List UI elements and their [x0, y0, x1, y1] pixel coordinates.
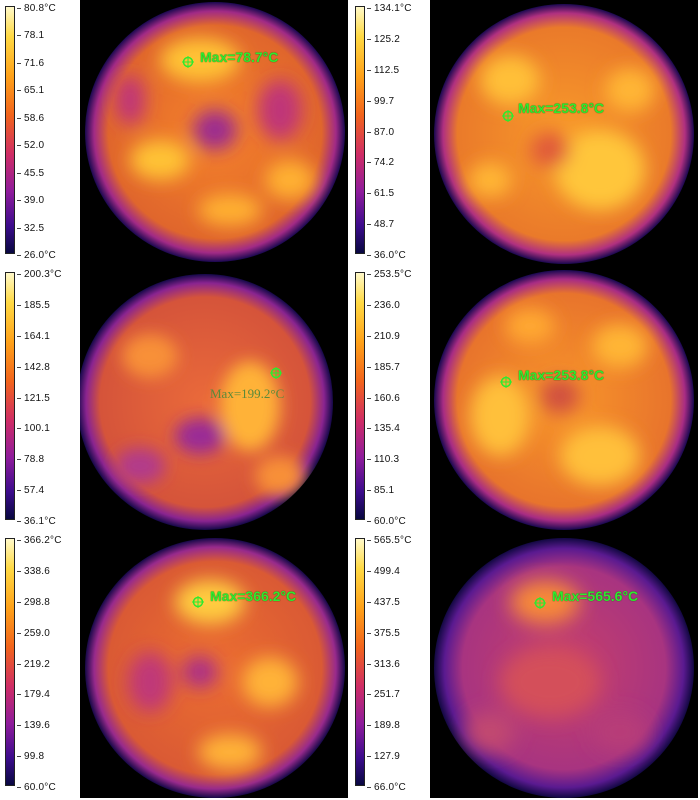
scale-tick-label: 85.1	[366, 485, 395, 497]
thermal-image: Max=78.7°C	[80, 0, 348, 266]
scale-tick-label: 313.6	[366, 658, 401, 670]
max-temperature-label: Max=565.6°C	[552, 588, 639, 604]
thermal-panel-2: 134.1°C 125.2 112.5 99.7 87.0 74.2 61.5 48.7 36.…	[350, 0, 700, 266]
color-scale: 134.1°C 125.2 112.5 99.7 87.0 74.2 61.5 48.7 36.…	[350, 0, 428, 266]
colorbar	[5, 538, 15, 786]
scale-tick-label: 437.5	[366, 596, 401, 608]
colorbar	[355, 6, 365, 254]
scale-tick-label: 251.7	[366, 689, 401, 701]
thermal-disk	[85, 2, 345, 262]
scale-tick-label: 127.9	[366, 751, 401, 763]
scale-tick-label: 338.6	[16, 565, 51, 577]
thermal-disk	[85, 538, 345, 798]
scale-tick-label: 80.8°C	[17, 3, 56, 14]
scale-tick-label: 78.1	[16, 30, 45, 42]
max-marker-icon	[502, 110, 514, 122]
scale-tick-label: 139.6	[16, 720, 51, 732]
scale-tick-label: 210.9	[366, 330, 401, 342]
colorbar	[355, 538, 365, 786]
scale-tick-label: 65.1	[16, 85, 45, 97]
scale-tick-label: 87.0	[366, 126, 395, 138]
scale-tick-label: 45.5	[16, 167, 45, 179]
thermal-disk	[434, 538, 694, 798]
scale-tick-label: 259.0	[16, 627, 51, 639]
scale-tick-label: 366.2°C	[17, 535, 62, 546]
scale-tick-label: 32.5	[16, 222, 45, 234]
scale-tick-label: 61.5	[366, 188, 395, 200]
scale-tick-label: 66.0°C	[367, 782, 406, 793]
colorbar	[5, 6, 15, 254]
scale-tick-label: 189.8	[366, 720, 401, 732]
scale-tick-label: 185.7	[366, 361, 401, 373]
color-scale: 253.5°C 236.0 210.9 185.7 160.6 135.4 110.3 85.…	[350, 266, 428, 532]
scale-tick-label: 100.1	[16, 423, 51, 435]
thermal-image: Max=565.6°C	[430, 532, 698, 798]
scale-tick-label: 142.8	[16, 361, 51, 373]
color-scale: 565.5°C 499.4 437.5 375.5 313.6 251.7 189.8 127…	[350, 532, 428, 798]
colorbar	[5, 272, 15, 520]
scale-tick-label: 60.0°C	[367, 516, 406, 527]
scale-tick-label: 112.5	[366, 64, 400, 76]
thermal-panel-3: 200.3°C 185.5 164.1 142.8 121.5 100.1 78.8 57.4…	[0, 266, 350, 532]
scale-tick-label: 26.0°C	[17, 250, 56, 261]
scale-tick-label: 121.5	[16, 392, 51, 404]
scale-tick-label: 60.0°C	[17, 782, 56, 793]
scale-tick-label: 36.0°C	[367, 250, 406, 261]
thermal-panel-5: 366.2°C 338.6 298.8 259.0 219.2 179.4 139.6 99.…	[0, 532, 350, 800]
scale-tick-label: 99.7	[366, 95, 395, 107]
scale-tick-label: 200.3°C	[17, 269, 62, 280]
scale-tick-label: 135.4	[366, 423, 401, 435]
scale-tick-label: 74.2	[366, 157, 395, 169]
max-temperature-label: Max=253.8°C	[518, 100, 605, 116]
scale-tick-label: 71.6	[16, 57, 45, 69]
scale-tick-label: 78.8	[16, 454, 45, 466]
max-temperature-label: Max=78.7°C	[200, 49, 279, 65]
scale-tick-label: 134.1°C	[367, 3, 412, 14]
scale-tick-label: 565.5°C	[367, 535, 412, 546]
scale-tick-label: 375.5	[366, 627, 401, 639]
scale-tick-label: 253.5°C	[367, 269, 412, 280]
thermal-image: Max=199.2°C	[80, 266, 348, 532]
thermal-disk	[80, 274, 333, 530]
thermal-disk	[434, 270, 694, 530]
max-marker-icon	[534, 597, 546, 609]
color-scale: 366.2°C 338.6 298.8 259.0 219.2 179.4 139.6 99.…	[0, 532, 78, 798]
thermal-panel-1: 80.8°C 78.1 71.6 65.1 58.6 52.0 45.5 39.0 32.5 26…	[0, 0, 350, 266]
colorbar	[355, 272, 365, 520]
thermal-disk	[434, 4, 694, 264]
scale-tick-label: 36.1°C	[17, 516, 56, 527]
max-marker-icon	[182, 56, 194, 68]
thermal-panel-6: 565.5°C 499.4 437.5 375.5 313.6 251.7 189.8 127…	[350, 532, 700, 800]
color-scale: 80.8°C 78.1 71.6 65.1 58.6 52.0 45.5 39.0 32.5 26…	[0, 0, 78, 266]
scale-tick-label: 160.6	[366, 392, 401, 404]
scale-tick-label: 99.8	[16, 751, 45, 763]
max-temperature-label: Max=366.2°C	[210, 588, 297, 604]
scale-tick-label: 57.4	[16, 485, 45, 497]
scale-tick-label: 179.4	[16, 689, 51, 701]
scale-tick-label: 185.5	[16, 299, 51, 311]
max-marker-icon	[500, 376, 512, 388]
scale-tick-label: 125.2	[366, 33, 401, 45]
scale-tick-label: 499.4	[366, 565, 401, 577]
thermal-image: Max=366.2°C	[80, 532, 348, 798]
scale-tick-label: 219.2	[16, 658, 51, 670]
scale-tick-label: 48.7	[366, 219, 395, 231]
max-marker-icon	[192, 596, 204, 608]
max-marker-icon	[270, 367, 282, 379]
max-temperature-label: Max=199.2°C	[210, 386, 285, 401]
scale-tick-label: 39.0	[16, 195, 45, 207]
thermal-image: Max=253.8°C	[430, 0, 698, 266]
thermal-image: Max=253.8°C	[430, 266, 698, 532]
thermal-panel-4: 253.5°C 236.0 210.9 185.7 160.6 135.4 110.3 85.…	[350, 266, 700, 532]
scale-tick-label: 298.8	[16, 596, 51, 608]
color-scale: 200.3°C 185.5 164.1 142.8 121.5 100.1 78.8 57.4…	[0, 266, 78, 532]
scale-tick-label: 58.6	[16, 112, 45, 124]
scale-tick-label: 52.0	[16, 140, 45, 152]
scale-tick-label: 110.3	[366, 454, 400, 466]
scale-tick-label: 236.0	[366, 299, 401, 311]
max-temperature-label: Max=253.8°C	[518, 367, 605, 383]
scale-tick-label: 164.1	[16, 330, 51, 342]
